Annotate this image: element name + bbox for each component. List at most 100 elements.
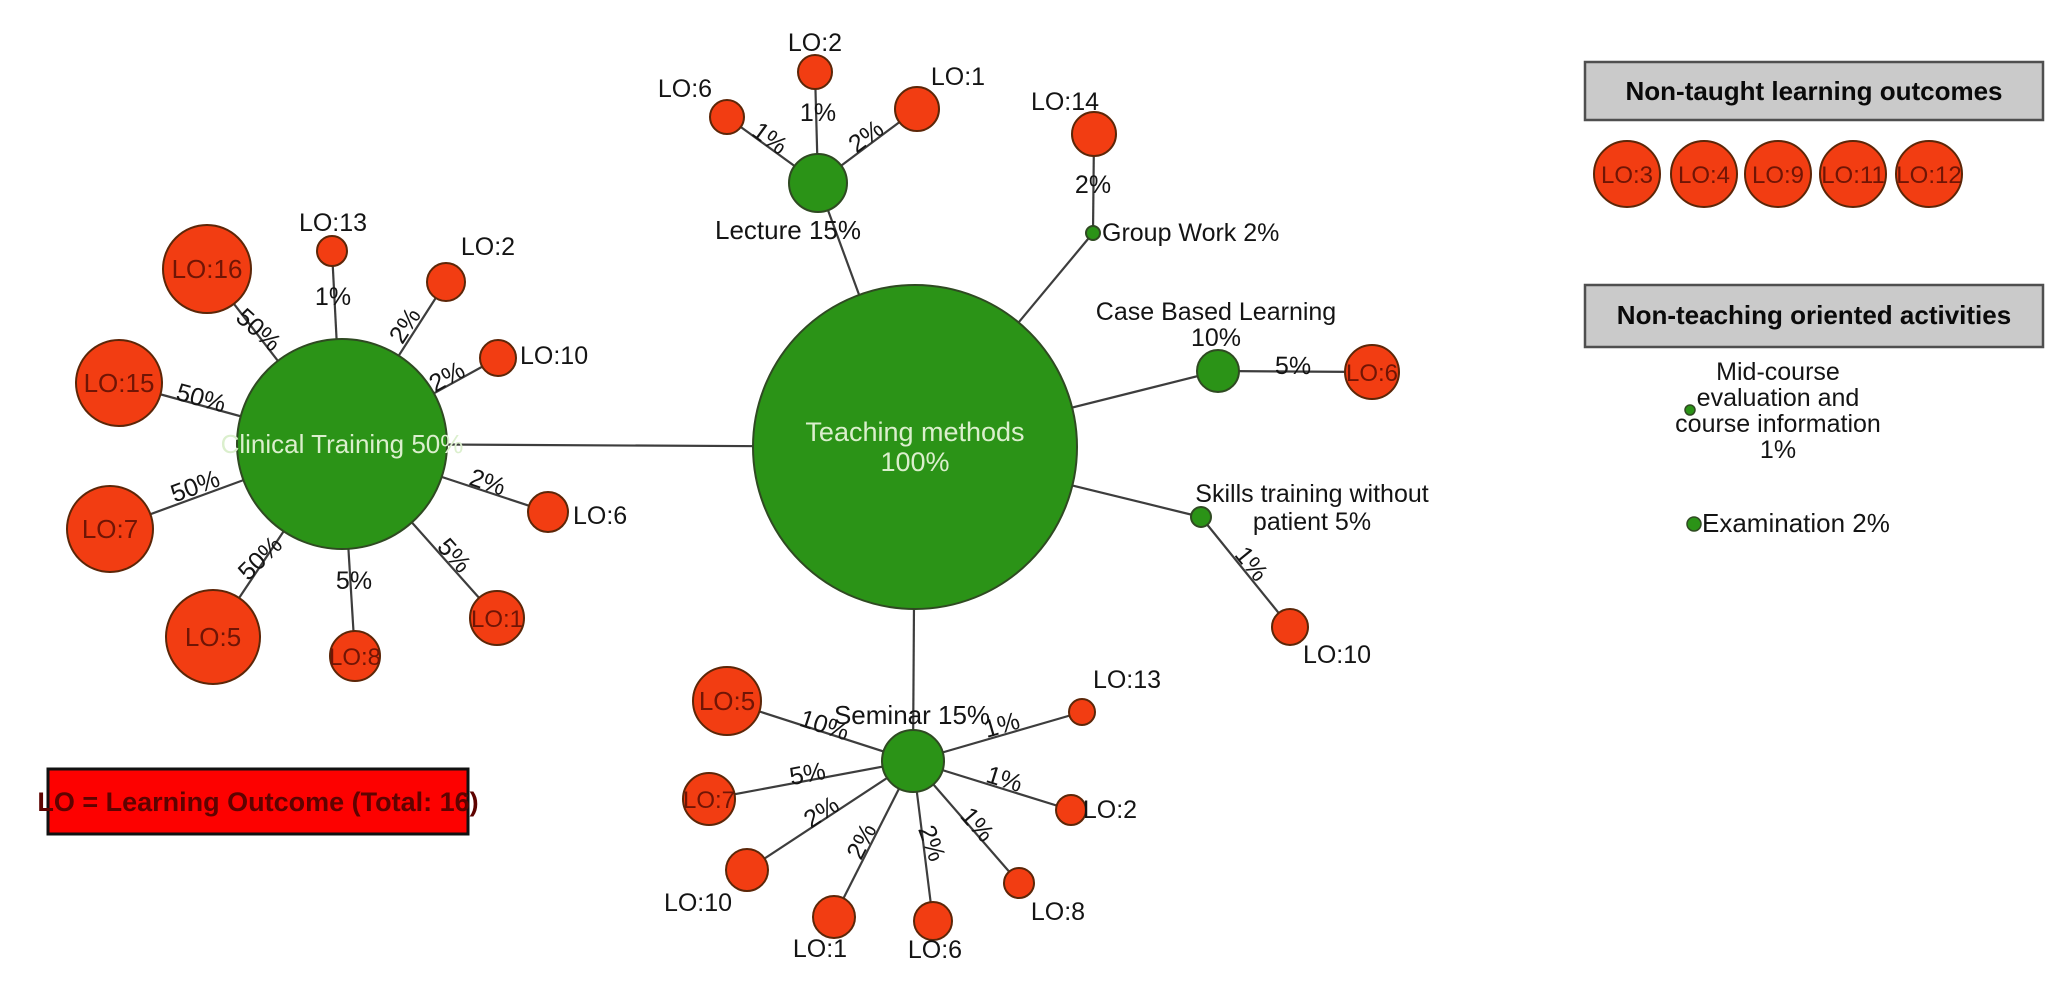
- activity-dot-0: [1684, 404, 1696, 416]
- node-sem_lo10-label: LO:10: [664, 889, 732, 917]
- edge-seminar-sem_lo10-label: 2%: [799, 791, 845, 834]
- node-sem_lo1: [812, 895, 856, 939]
- panel-non-taught-learning-outcomes-box: [1583, 60, 2045, 122]
- activity-label-1: Examination 2%: [1702, 508, 1890, 538]
- node-lec_lo1: [894, 86, 940, 132]
- edge-seminar-sem_lo8-label: 1%: [955, 802, 1000, 848]
- node-ct_lo15-label: LO:15: [84, 368, 155, 398]
- node-skills_lo10-label: LO:10: [1303, 641, 1371, 669]
- chip-lo11: [1819, 140, 1887, 208]
- node-sem_lo10: [725, 848, 769, 892]
- node-ct_lo8-label: LO:8: [329, 644, 381, 671]
- edge-seminar-sem_lo6-label: 2%: [912, 821, 951, 865]
- node-seminar-label: Seminar 15%: [834, 700, 990, 730]
- chip-label: LO:11: [1821, 162, 1885, 189]
- node-lec_lo2: [797, 54, 833, 90]
- node-ct_lo13: [316, 235, 348, 267]
- edge-ct-ct_lo7-label: 50%: [167, 465, 224, 509]
- node-groupwork-label: Group Work 2%: [1102, 219, 1279, 247]
- node-sem_lo13-label: LO:13: [1093, 666, 1161, 694]
- legend-label: LO = Learning Outcome (Total: 16): [37, 787, 478, 817]
- panel-non-teaching-oriented-activities-box: [1583, 283, 2045, 349]
- node-sem_lo2-label: LO:2: [1083, 796, 1137, 824]
- node-skills_lo10: [1271, 608, 1309, 646]
- edge-ct-ct_lo13-label: 1%: [315, 283, 351, 311]
- node-ct_lo15: [75, 339, 163, 427]
- node-lecture: [788, 153, 848, 213]
- node-ct_lo1: [469, 590, 525, 646]
- node-ct_lo6-label: LO:6: [573, 502, 627, 530]
- edge-ct-ct_lo6-label: 2%: [466, 463, 509, 501]
- activity-dot-1: [1686, 516, 1702, 532]
- chip-lo4: [1670, 140, 1738, 208]
- edge-ct-ct_lo2-label: 2%: [384, 303, 427, 349]
- node-ct_lo13-label: LO:13: [299, 209, 367, 237]
- node-seminar: [881, 729, 945, 793]
- node-ct_lo8: [329, 630, 381, 682]
- node-sem_lo6: [913, 901, 953, 941]
- node-ct_lo6: [527, 491, 569, 533]
- chip-label: LO:3: [1601, 162, 1653, 189]
- edge-seminar-sem_lo1-label: 2%: [841, 819, 882, 864]
- chip-label: LO:12: [1896, 162, 1961, 189]
- edge-skills-skills_lo10: [1200, 516, 1291, 628]
- node-cbl-label: Case Based Learning 10%: [1096, 298, 1336, 352]
- edge-seminar-sem_lo7: [708, 759, 914, 801]
- node-cbl: [1196, 349, 1240, 393]
- edge-ct-ct_lo15-label: 50%: [173, 378, 229, 418]
- node-ct_lo1-label: LO:1: [471, 606, 523, 633]
- node-lo14: [1071, 111, 1117, 157]
- node-sem_lo7: [682, 772, 736, 826]
- chip-label: LO:4: [1678, 162, 1730, 189]
- node-lec_lo6-label: LO:6: [658, 75, 712, 103]
- edge-seminar-sem_lo2-label: 1%: [983, 761, 1026, 798]
- node-sem_lo6-label: LO:6: [908, 936, 962, 964]
- node-lecture-label: Lecture 15%: [715, 215, 861, 245]
- node-ct_lo2: [426, 262, 466, 302]
- node-ct_lo7: [66, 485, 154, 573]
- edge-lecture-lec_lo1-label: 2%: [843, 115, 889, 159]
- node-sem_lo8: [1003, 867, 1035, 899]
- node-tm: [752, 284, 1078, 610]
- node-sem_lo13: [1068, 698, 1096, 726]
- node-sem_lo5: [692, 666, 762, 736]
- node-cbl_lo6-label: LO:6: [1346, 360, 1398, 387]
- node-ct: [236, 338, 448, 550]
- node-lec_lo2-label: LO:2: [788, 29, 842, 57]
- edge-ct-ct_lo1-label: 5%: [432, 533, 477, 579]
- node-sem_lo8-label: LO:8: [1031, 898, 1085, 926]
- panel-non-teaching-oriented-activities-title: Non-teaching oriented activities: [1617, 300, 2011, 330]
- node-sem_lo7-label: LO:7: [683, 787, 735, 814]
- node-ct_lo16-label: LO:16: [172, 254, 243, 284]
- chip-label: LO:9: [1752, 162, 1804, 189]
- edge-cbl-cbl_lo6-label: 5%: [1275, 352, 1311, 380]
- chip-lo12: [1895, 140, 1963, 208]
- node-lec_lo6: [709, 99, 745, 135]
- node-ct_lo7-label: LO:7: [82, 514, 138, 544]
- edge-lecture-lec_lo6-label: 1%: [747, 117, 793, 161]
- node-lec_lo1-label: LO:1: [931, 63, 985, 91]
- chip-lo9: [1744, 140, 1812, 208]
- node-groupwork: [1085, 225, 1101, 241]
- chip-lo3: [1593, 140, 1661, 208]
- edge-seminar-sem_lo7-label: 5%: [787, 757, 828, 791]
- node-lo14-label: LO:14: [1031, 88, 1099, 116]
- node-ct_lo5: [165, 589, 261, 685]
- edge-ct-ct_lo8-label: 5%: [336, 567, 372, 595]
- node-cbl_lo6: [1344, 344, 1400, 400]
- node-ct-label: Clinical Training 50%: [221, 429, 464, 459]
- node-skills: [1190, 506, 1212, 528]
- node-tm-label: Teaching methods 100%: [805, 417, 1024, 477]
- node-ct_lo5-label: LO:5: [185, 622, 241, 652]
- node-ct_lo2-label: LO:2: [461, 233, 515, 261]
- node-ct_lo10: [479, 339, 517, 377]
- legend-box: [46, 767, 470, 836]
- node-ct_lo16: [162, 224, 252, 314]
- edge-skills-skills_lo10-label: 1%: [1229, 541, 1273, 587]
- node-skills-label: Skills training without patient 5%: [1195, 480, 1428, 536]
- edge-groupwork-lo14-label: 2%: [1075, 171, 1111, 199]
- node-sem_lo5-label: LO:5: [699, 686, 755, 716]
- panel-non-taught-learning-outcomes-title: Non-taught learning outcomes: [1626, 76, 2003, 106]
